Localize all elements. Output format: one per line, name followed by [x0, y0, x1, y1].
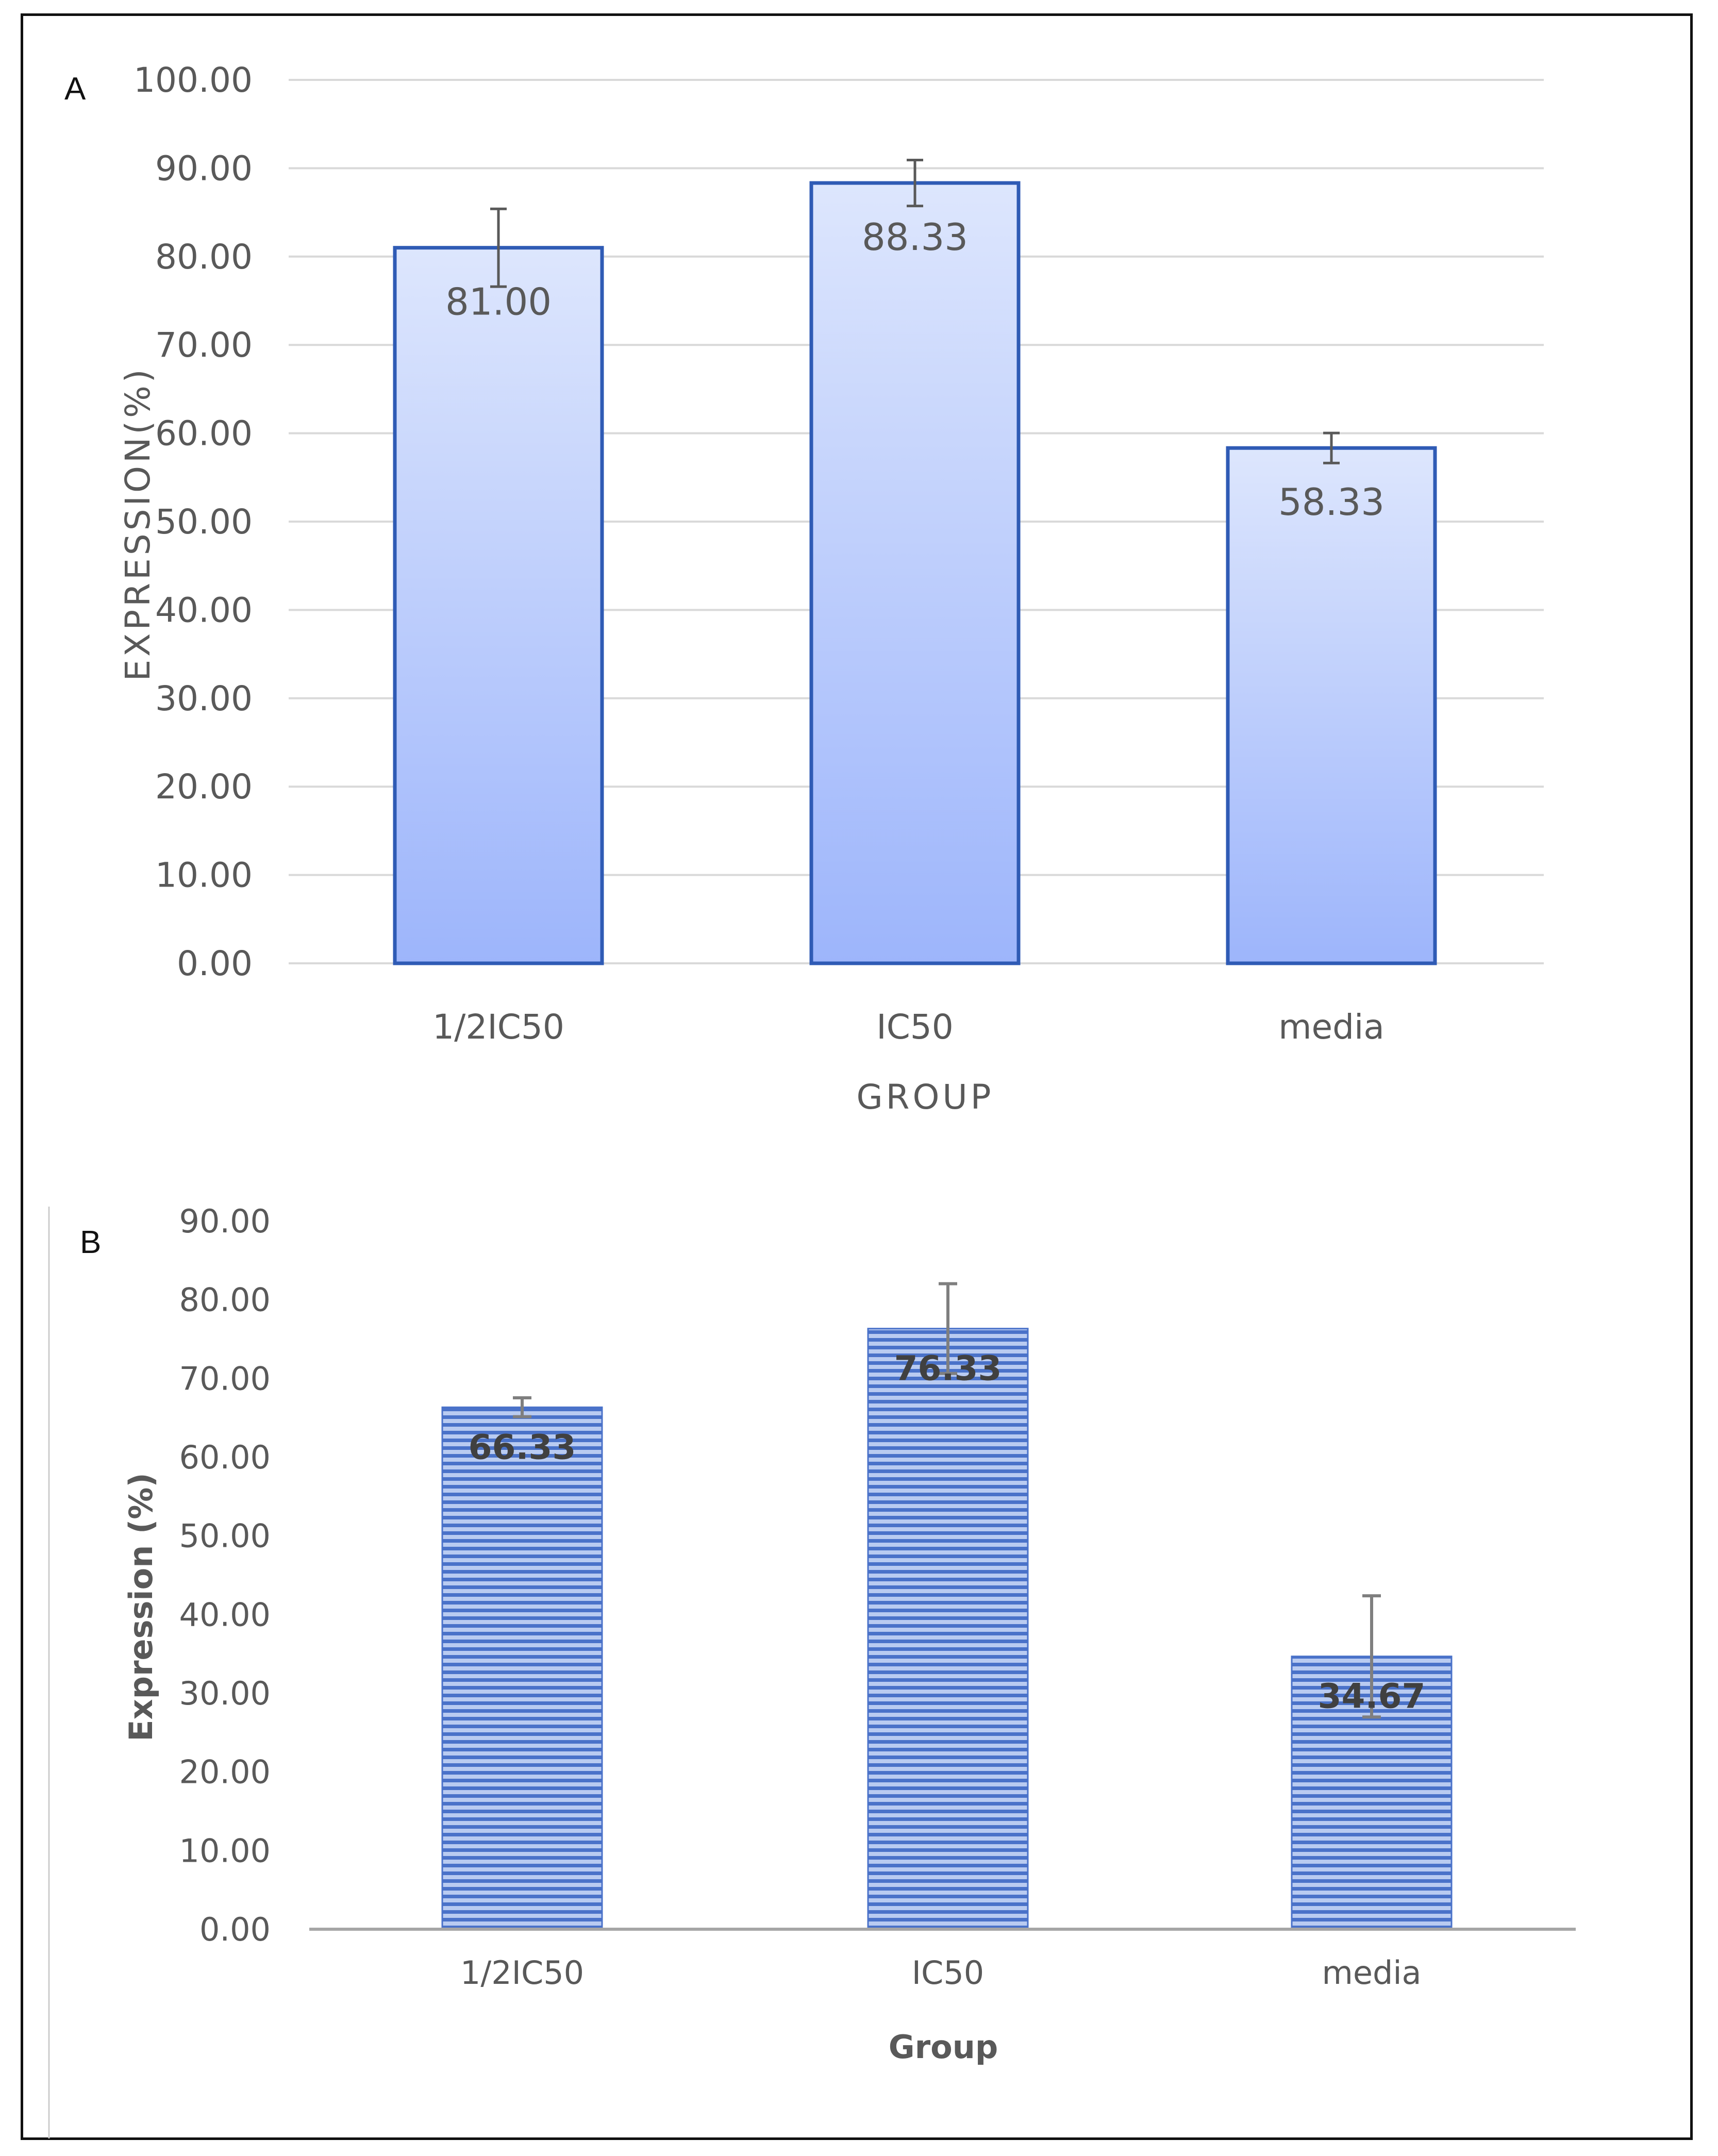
bar-b	[441, 1406, 603, 1930]
x-tick-label-a: 1/2IC50	[432, 1007, 564, 1047]
y-tick-label-b: 90.00	[179, 1202, 271, 1240]
y-tick-label-a: 50.00	[155, 502, 253, 542]
bar-a	[1226, 446, 1437, 965]
y-axis-title-b: Expression (%)	[122, 1473, 160, 1742]
y-tick-label-b: 50.00	[179, 1517, 271, 1555]
y-tick-label-b: 30.00	[179, 1675, 271, 1712]
y-tick-label-b: 40.00	[179, 1596, 271, 1633]
data-label-b: 76.33	[894, 1349, 1002, 1389]
y-tick-label-b: 0.00	[199, 1911, 271, 1948]
y-tick-label-b: 70.00	[179, 1360, 271, 1397]
y-tick-label-a: 80.00	[155, 237, 253, 277]
bar-a	[393, 246, 604, 965]
y-tick-label-a: 30.00	[155, 679, 253, 718]
y-tick-label-b: 60.00	[179, 1439, 271, 1476]
x-tick-label-b: IC50	[912, 1954, 984, 1992]
data-label-a: 88.33	[862, 215, 968, 259]
x-tick-label-a: media	[1278, 1007, 1385, 1047]
panel-label-a: A	[64, 71, 86, 107]
chart-panel-b: B 0.00 10.00 20.00 30.00 40.00 50.00 60.00 70.0…	[48, 1202, 1576, 2138]
x-tick-label-b: media	[1322, 1954, 1421, 1992]
bar-b	[867, 1328, 1029, 1930]
y-tick-label-a: 10.00	[155, 856, 253, 895]
data-label-b: 66.33	[469, 1427, 576, 1467]
y-tick-label-b: 10.00	[179, 1832, 271, 1869]
data-label-a: 81.00	[445, 280, 552, 324]
bar-b	[1291, 1656, 1453, 1930]
y-tick-label-a: 0.00	[177, 944, 253, 983]
x-tick-label-a: IC50	[876, 1007, 954, 1047]
x-tick-label-b: 1/2IC50	[460, 1954, 584, 1992]
x-axis-title-a: GROUP	[856, 1077, 994, 1117]
y-tick-label-b: 80.00	[179, 1281, 271, 1319]
y-tick-label-a: 40.00	[155, 590, 253, 630]
y-axis-title-a: EXPRESSION(%)	[118, 366, 158, 681]
y-tick-label-a: 20.00	[155, 767, 253, 807]
data-label-b: 34.67	[1318, 1677, 1426, 1716]
y-tick-label-a: 100.00	[134, 60, 253, 100]
figure-canvas: A 0.00 10.00 20.00 30.00 40.00 50.00 60.00 70.0…	[48, 60, 1576, 2138]
x-axis-title-b: Group	[889, 2028, 998, 2066]
chart-panel-a: A 0.00 10.00 20.00 30.00 40.00 50.00 60.00 70.0…	[64, 60, 1544, 1117]
y-tick-label-b: 20.00	[179, 1753, 271, 1791]
y-tick-label-a: 60.00	[155, 414, 253, 454]
figure-frame: A 0.00 10.00 20.00 30.00 40.00 50.00 60.00 70.0…	[21, 13, 1693, 2140]
data-label-a: 58.33	[1278, 480, 1385, 524]
y-tick-label-a: 90.00	[155, 148, 253, 188]
y-tick-label-a: 70.00	[155, 325, 253, 365]
panel-label-b: B	[80, 1225, 101, 1260]
bar-a	[809, 181, 1021, 965]
